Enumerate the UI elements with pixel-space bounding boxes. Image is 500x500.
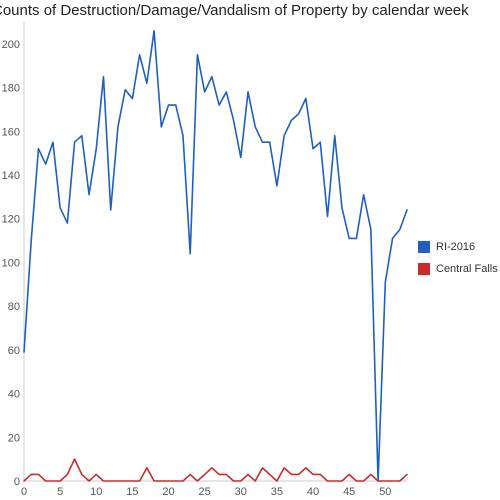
chart-legend: RI-2016 Central Falls xyxy=(418,238,498,282)
x-tick-label: 45 xyxy=(343,486,355,498)
x-tick-label: 25 xyxy=(199,486,211,498)
series-line-central-falls xyxy=(23,458,408,482)
x-tick-label: 50 xyxy=(379,486,391,498)
y-tick-label: 0 xyxy=(14,476,20,488)
y-tick-label: 40 xyxy=(8,389,20,401)
x-tick-label: 35 xyxy=(271,486,283,498)
legend-item-central-falls: Central Falls xyxy=(418,260,498,278)
y-tick-label: 160 xyxy=(2,126,20,138)
legend-item-ri-2016: RI-2016 xyxy=(418,238,498,256)
x-tick-label: 40 xyxy=(307,486,319,498)
y-tick-label: 80 xyxy=(8,301,20,313)
legend-label-central-falls: Central Falls xyxy=(436,263,498,275)
x-tick-label: 30 xyxy=(235,486,247,498)
x-tick-label: 20 xyxy=(162,486,174,498)
x-tick-label: 5 xyxy=(57,486,63,498)
series-line-ri-2016 xyxy=(23,29,408,482)
x-tick-label: 0 xyxy=(21,486,27,498)
y-tick-label: 20 xyxy=(8,432,20,444)
chart-title: Counts of Destruction/Damage/Vandalism o… xyxy=(0,2,469,19)
y-tick-label: 60 xyxy=(8,345,20,357)
y-tick-label: 120 xyxy=(2,214,20,226)
y-tick-label: 100 xyxy=(2,257,20,269)
y-tick-label: 180 xyxy=(2,83,20,95)
legend-swatch-ri-2016 xyxy=(418,241,430,253)
x-tick-label: 15 xyxy=(126,486,138,498)
legend-label-ri-2016: RI-2016 xyxy=(436,241,476,253)
x-tick-label: 10 xyxy=(90,486,102,498)
y-tick-label: 200 xyxy=(2,39,20,51)
y-tick-label: 140 xyxy=(2,170,20,182)
legend-swatch-central-falls xyxy=(418,263,430,275)
